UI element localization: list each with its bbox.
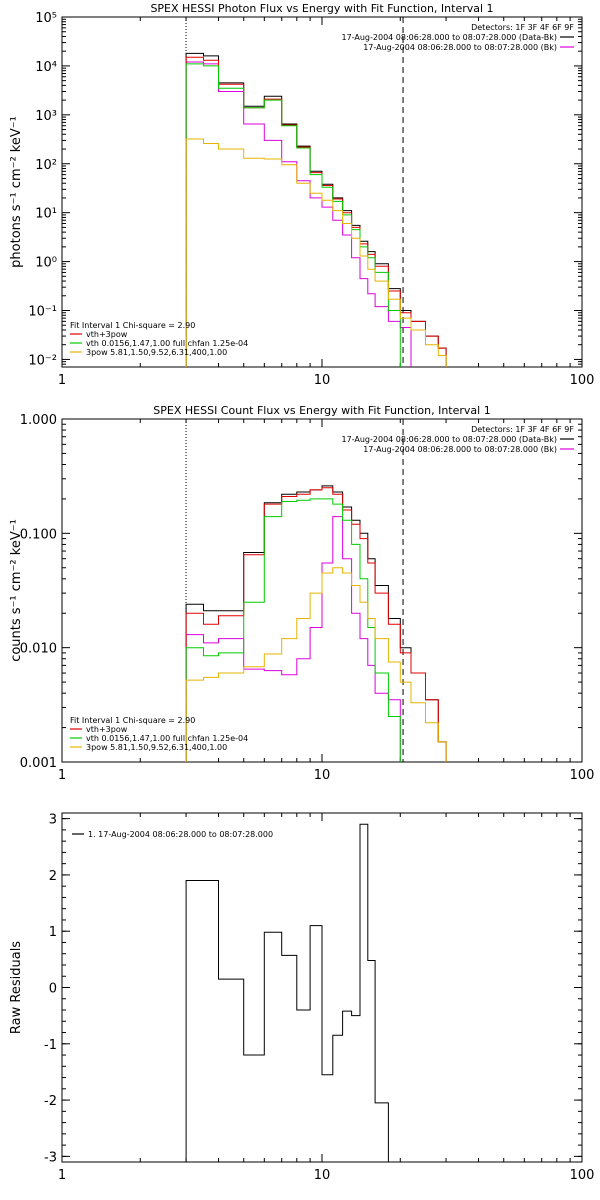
y-tick-label: 10⁻¹ — [28, 305, 57, 320]
legend-bottom-left-entry: vth+3pow — [86, 330, 128, 339]
x-tick-label: 100 — [570, 373, 595, 388]
legend-bottom-left-entry: vth 0.0156,1.47,1.00 full chfan 1.25e-04 — [86, 734, 248, 743]
y-tick-label: 1 — [49, 925, 57, 940]
series-group — [185, 823, 401, 1162]
series-group — [185, 485, 447, 762]
legend-bottom-left-entry: vth 0.0156,1.47,1.00 full chfan 1.25e-04 — [86, 339, 248, 348]
panel-2: SPEX HESSI Count Flux vs Energy with Fit… — [9, 404, 594, 783]
panel-1: SPEX HESSI Photon Flux vs Energy with Fi… — [9, 2, 594, 388]
series-line-1 — [185, 823, 401, 1162]
chart-panels: SPEX HESSI Photon Flux vs Energy with Fi… — [9, 2, 594, 1183]
y-axis-label: counts s⁻¹ cm⁻² keV⁻¹ — [9, 519, 24, 662]
legend-top-right-entry: Detectors: 1F 3F 4F 6F 9F — [471, 23, 574, 32]
x-tick-label: 1 — [58, 373, 66, 388]
y-tick-label: 2 — [49, 869, 57, 884]
y-tick-label: 0 — [49, 982, 57, 997]
legend-top-right-entry: 17-Aug-2004 08:06:28.000 to 08:07:28.000… — [363, 43, 557, 52]
chart-title: SPEX HESSI Count Flux vs Energy with Fit… — [153, 404, 490, 417]
x-tick-label: 10 — [314, 1168, 331, 1183]
legend-bottom-left-entry: 3pow 5.81,1.50,9.52,6.31,400,1.00 — [86, 743, 227, 752]
series-line-4 — [185, 63, 401, 367]
series-line-3 — [185, 487, 447, 762]
x-tick-label: 100 — [570, 768, 595, 783]
y-tick-label: 10² — [35, 158, 57, 173]
y-axis-label: photons s⁻¹ cm⁻² keV⁻¹ — [9, 116, 24, 268]
series-line-2 — [185, 61, 412, 367]
x-tick-label: 10 — [314, 373, 331, 388]
y-tick-label: 10⁻² — [28, 353, 57, 368]
y-tick-label: 0.001 — [20, 756, 57, 771]
y-tick-label: -1 — [44, 1038, 57, 1053]
x-tick-label: 10 — [314, 768, 331, 783]
series-line-4 — [185, 498, 401, 762]
y-tick-label: 10¹ — [35, 207, 57, 222]
y-tick-label: 10³ — [35, 109, 57, 124]
y-tick-label: 0.010 — [20, 642, 57, 657]
y-tick-label: -2 — [44, 1094, 57, 1109]
y-axis-label: Raw Residuals — [9, 941, 24, 1034]
x-tick-label: 1 — [58, 1168, 66, 1183]
legend-bottom-left-entry: vth+3pow — [86, 725, 128, 734]
y-tick-label: 0.100 — [20, 527, 57, 542]
legend-top-right-entry: 17-Aug-2004 08:06:28.000 to 08:07:28.000… — [341, 33, 557, 42]
x-tick-label: 100 — [570, 1168, 595, 1183]
series-line-5 — [185, 567, 447, 762]
legend-bottom-left-entry: 3pow 5.81,1.50,9.52,6.31,400,1.00 — [86, 348, 227, 357]
x-tick-label: 1 — [58, 768, 66, 783]
y-tick-label: 1.000 — [20, 413, 57, 428]
legend-top-right-entry: Detectors: 1F 3F 4F 6F 9F — [471, 425, 574, 434]
legend-bottom-left-entry: Fit Interval 1 Chi-square = 2.90 — [70, 716, 195, 725]
series-group — [185, 52, 447, 367]
y-tick-label: 10⁴ — [35, 60, 57, 75]
y-tick-label: 3 — [49, 813, 57, 828]
legend-top-right-entry: 17-Aug-2004 08:06:28.000 to 08:07:28.000… — [363, 445, 557, 454]
legend-top-right-entry: 17-Aug-2004 08:06:28.000 to 08:07:28.000… — [341, 435, 557, 444]
y-tick-label: 10⁵ — [35, 11, 57, 26]
y-tick-label: -3 — [44, 1150, 57, 1165]
series-line-5 — [185, 138, 447, 367]
series-line-2 — [185, 516, 401, 762]
legend-bottom-left-entry: Fit Interval 1 Chi-square = 2.90 — [70, 321, 195, 330]
y-tick-label: 10⁰ — [35, 256, 57, 271]
legend-top-left-entry: 1. 17-Aug-2004 08:06:28.000 to 08:07:28.… — [88, 830, 273, 839]
chart-title: SPEX HESSI Photon Flux vs Energy with Fi… — [150, 2, 493, 15]
panel-3: Raw Residuals 1 10 100 -3 -2 -1 0 1 2 3 1. 17-Aug-2… — [9, 812, 595, 1183]
